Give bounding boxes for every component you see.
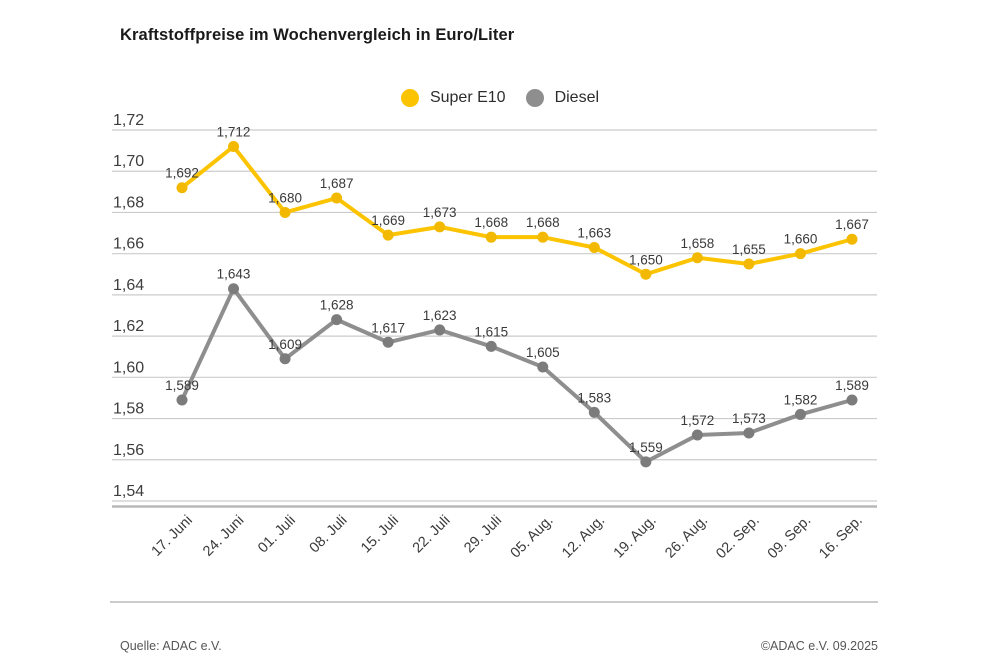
series-line-super-e10 (180, 144, 854, 277)
data-point-marker-super-e10 (485, 231, 497, 243)
x-axis-tick-label: 17. Juni (149, 513, 196, 560)
series-line-diesel (180, 286, 854, 464)
data-point-marker-diesel (588, 406, 600, 418)
legend: Super E10 Diesel (0, 89, 1000, 107)
legend-dot-diesel-icon (525, 89, 544, 107)
legend-item-super-e10: Super E10 (400, 89, 506, 107)
source-note: Quelle: ADAC e.V. (120, 639, 222, 653)
data-point-marker-super-e10 (640, 268, 652, 280)
data-point-label-super-e10: 1,712 (217, 124, 251, 139)
y-axis-tick-label: 1,68 (113, 194, 144, 211)
y-axis-tick-label: 1,60 (113, 359, 144, 376)
data-point-marker-super-e10 (691, 252, 703, 264)
data-point-marker-super-e10 (846, 233, 858, 245)
data-point-marker-super-e10 (228, 140, 240, 152)
x-axis-tick-label: 19. Aug. (611, 513, 660, 562)
y-axis-tick-label: 1,54 (113, 483, 144, 500)
data-point-label-diesel: 1,609 (268, 337, 302, 352)
data-point-label-super-e10: 1,668 (474, 215, 508, 230)
x-axis-tick-label: 08. Juli (307, 513, 351, 557)
copyright-note: ©ADAC e.V. 09.2025 (760, 639, 878, 653)
footer: Quelle: ADAC e.V. ©ADAC e.V. 09.2025 (120, 639, 878, 653)
data-point-label-super-e10: 1,667 (835, 217, 869, 232)
data-point-label-super-e10: 1,687 (320, 176, 354, 191)
data-point-marker-super-e10 (588, 241, 600, 253)
data-point-marker-super-e10 (794, 248, 806, 260)
y-axis-tick-label: 1,56 (113, 442, 144, 459)
legend-label-diesel: Diesel (554, 89, 600, 106)
data-point-label-diesel: 1,589 (835, 378, 869, 393)
data-point-label-super-e10: 1,658 (680, 236, 714, 251)
x-axis-tick-label: 16. Sep. (816, 513, 866, 563)
data-point-marker-super-e10 (743, 258, 755, 270)
data-point-label-super-e10: 1,680 (268, 190, 302, 205)
data-point-label-super-e10: 1,655 (732, 242, 766, 257)
data-point-label-super-e10: 1,663 (577, 225, 611, 240)
y-axis-tick-label: 1,64 (113, 277, 144, 294)
data-point-marker-super-e10 (537, 231, 549, 243)
data-point-label-diesel: 1,573 (732, 411, 766, 426)
data-point-marker-diesel (537, 361, 549, 373)
legend-label-super-e10: Super E10 (429, 89, 506, 106)
footer-divider (110, 601, 878, 603)
x-axis-tick-label: 26. Aug. (662, 513, 711, 562)
data-point-label-diesel: 1,643 (217, 267, 251, 282)
data-point-label-diesel: 1,589 (165, 378, 199, 393)
data-point-label-super-e10: 1,692 (165, 166, 199, 181)
x-axis-tick-label: 15. Juli (358, 513, 402, 557)
data-point-label-super-e10: 1,673 (423, 205, 457, 220)
data-point-label-super-e10: 1,668 (526, 215, 560, 230)
data-point-label-super-e10: 1,650 (629, 252, 663, 267)
data-point-label-diesel: 1,628 (320, 298, 354, 313)
x-axis-tick-label: 01. Juli (255, 513, 299, 557)
data-point-marker-super-e10 (176, 182, 188, 194)
x-axis-tick-label: 05. Aug. (508, 513, 557, 562)
data-point-marker-diesel (485, 340, 497, 352)
x-axis-tick-label: 12. Aug. (559, 513, 608, 562)
data-point-marker-diesel (846, 394, 858, 406)
data-point-marker-super-e10 (279, 206, 291, 218)
data-point-label-super-e10: 1,669 (371, 213, 405, 228)
y-axis-tick-label: 1,72 (113, 112, 144, 129)
data-point-marker-diesel (331, 314, 343, 326)
data-point-marker-diesel (279, 353, 291, 365)
data-point-marker-diesel (640, 456, 652, 468)
data-point-marker-diesel (176, 394, 188, 406)
data-point-label-super-e10: 1,660 (784, 232, 818, 247)
data-point-label-diesel: 1,582 (784, 392, 818, 407)
data-point-marker-super-e10 (331, 192, 343, 204)
data-point-marker-super-e10 (434, 221, 446, 233)
data-point-label-diesel: 1,559 (629, 440, 663, 455)
x-axis-tick-label: 29. Juli (461, 513, 505, 557)
x-axis-tick-label: 09. Sep. (765, 513, 815, 563)
legend-item-diesel: Diesel (525, 89, 600, 107)
x-axis-tick-label: 02. Sep. (713, 513, 763, 563)
data-point-label-diesel: 1,623 (423, 308, 457, 323)
data-point-marker-diesel (228, 283, 240, 295)
data-point-label-diesel: 1,583 (577, 390, 611, 405)
data-point-marker-diesel (794, 408, 806, 420)
y-axis-tick-label: 1,62 (113, 318, 144, 335)
y-axis-tick-label: 1,58 (113, 401, 144, 418)
data-point-marker-super-e10 (382, 229, 394, 241)
data-point-label-diesel: 1,615 (474, 324, 508, 339)
data-point-label-diesel: 1,617 (371, 320, 405, 335)
data-point-label-diesel: 1,572 (680, 413, 714, 428)
legend-dot-super-e10-icon (400, 89, 419, 107)
chart-title: Kraftstoffpreise im Wochenvergleich in E… (120, 26, 515, 44)
data-point-label-diesel: 1,605 (526, 345, 560, 360)
data-point-marker-diesel (691, 429, 703, 441)
y-axis-tick-label: 1,70 (113, 153, 144, 170)
data-point-marker-diesel (743, 427, 755, 439)
x-axis-tick-label: 24. Juni (200, 513, 247, 560)
y-axis-tick-label: 1,66 (113, 236, 144, 253)
x-axis-tick-label: 22. Juli (410, 513, 454, 557)
data-point-marker-diesel (434, 324, 446, 336)
data-point-marker-diesel (382, 336, 394, 348)
